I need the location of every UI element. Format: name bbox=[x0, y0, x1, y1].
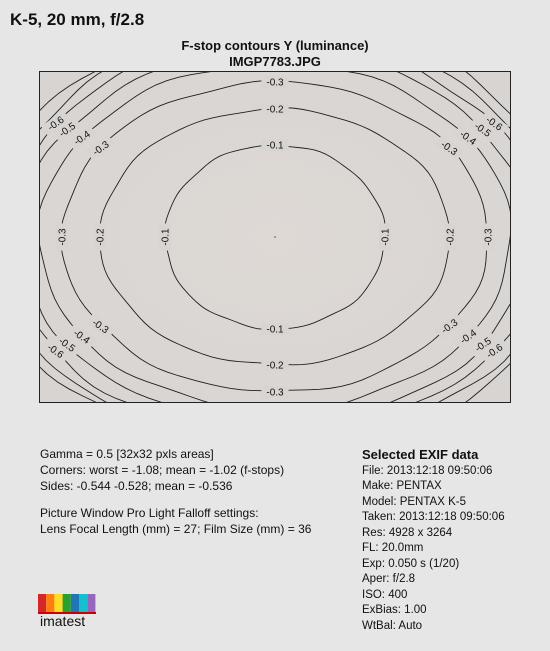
svg-text:-0.3: -0.3 bbox=[266, 388, 284, 399]
imatest-logo: imatest bbox=[36, 592, 98, 632]
contour-plot: -0.1 -0.1 -0.1 -0.1 -0.2 -0.2 -0.2 -0.2 -0.3 -0.3… bbox=[40, 72, 510, 402]
stats-line: Lens Focal Length (mm) = 27; Film Size (… bbox=[40, 521, 311, 537]
stats-block: Gamma = 0.5 [32x32 pxls areas] Corners: … bbox=[40, 446, 311, 537]
svg-text:-0.2: -0.2 bbox=[266, 361, 284, 372]
exif-row: File: 2013:12:18 09:50:06 bbox=[362, 464, 505, 480]
exif-row: WtBal: Auto bbox=[362, 619, 505, 635]
exif-title: Selected EXIF data bbox=[362, 446, 505, 464]
stats-line: Picture Window Pro Light Falloff setting… bbox=[40, 505, 311, 521]
stats-line: Sides: -0.544 -0.528; mean = -0.536 bbox=[40, 478, 311, 494]
svg-text:-0.1: -0.1 bbox=[266, 325, 284, 336]
svg-text:-0.3: -0.3 bbox=[58, 228, 69, 246]
exif-row: ISO: 400 bbox=[362, 588, 505, 604]
exif-row: Res: 4928 x 3264 bbox=[362, 526, 505, 542]
exif-row: Taken: 2013:12:18 09:50:06 bbox=[362, 510, 505, 526]
exif-row: FL: 20.0mm bbox=[362, 541, 505, 557]
exif-block: Selected EXIF data File: 2013:12:18 09:5… bbox=[362, 446, 505, 634]
svg-text:imatest: imatest bbox=[40, 613, 85, 629]
svg-text:-0.2: -0.2 bbox=[96, 228, 107, 246]
page-title: K-5, 20 mm, f/2.8 bbox=[10, 10, 144, 30]
svg-text:-0.1: -0.1 bbox=[266, 141, 284, 152]
exif-row: Make: PENTAX bbox=[362, 479, 505, 495]
svg-text:-0.2: -0.2 bbox=[266, 105, 284, 116]
svg-text:-0.1: -0.1 bbox=[161, 228, 172, 246]
chart-title: F-stop contours Y (luminance) bbox=[0, 38, 550, 53]
chart-filename: IMGP7783.JPG bbox=[0, 54, 550, 69]
svg-text:-0.3: -0.3 bbox=[484, 228, 495, 246]
stats-line: Gamma = 0.5 [32x32 pxls areas] bbox=[40, 446, 311, 462]
exif-row: ExBias: 1.00 bbox=[362, 603, 505, 619]
svg-text:-0.2: -0.2 bbox=[446, 228, 457, 246]
stats-line: Corners: worst = -1.08; mean = -1.02 (f-… bbox=[40, 462, 311, 478]
svg-text:-0.3: -0.3 bbox=[266, 78, 284, 89]
svg-text:-0.1: -0.1 bbox=[381, 228, 392, 246]
exif-row: Aper: f/2.8 bbox=[362, 572, 505, 588]
exif-row: Exp: 0.050 s (1/20) bbox=[362, 557, 505, 573]
exif-row: Model: PENTAX K-5 bbox=[362, 495, 505, 511]
